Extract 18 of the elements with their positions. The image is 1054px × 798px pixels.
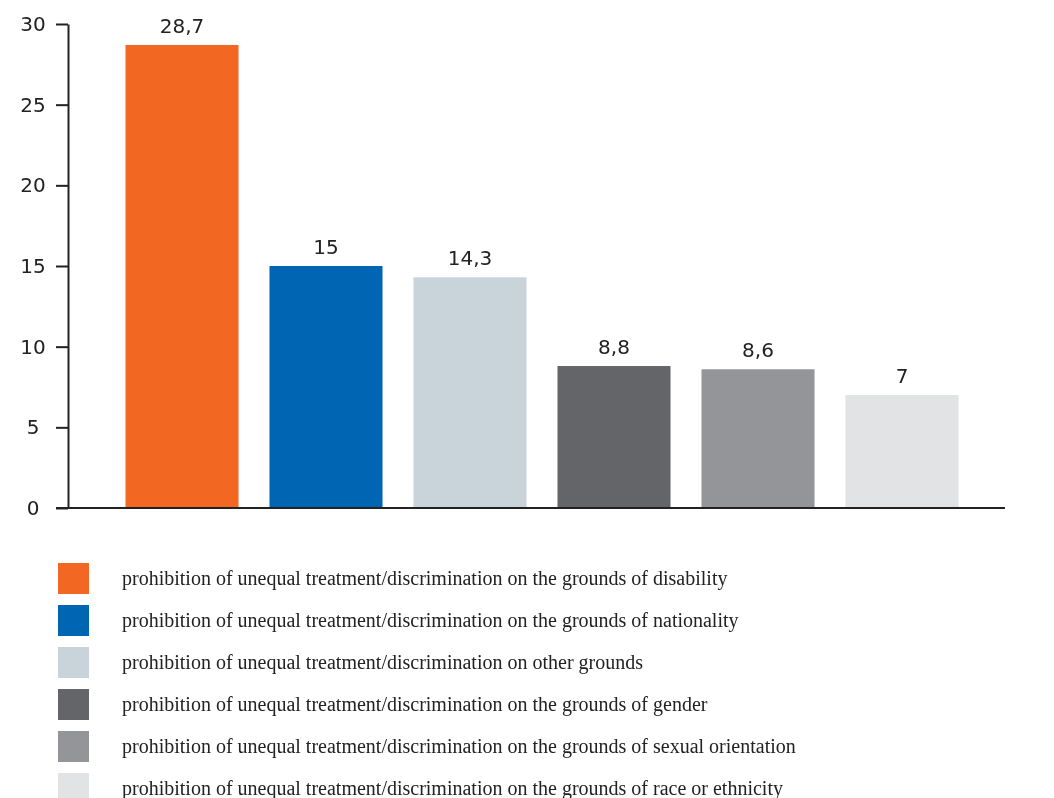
y-tick-label: 25: [20, 92, 46, 117]
y-tick-label: 30: [20, 11, 46, 36]
legend-label: prohibition of unequal treatment/discrimination on other grounds: [122, 651, 644, 674]
legend-label: prohibition of unequal treatment/discrimination on the grounds of disability: [122, 567, 728, 590]
data-label: 8,6: [742, 338, 774, 363]
data-label: 14,3: [447, 246, 493, 271]
y-tick-label: 5: [26, 415, 40, 440]
data-label: 28,7: [159, 13, 205, 38]
data-label: 8,8: [598, 335, 630, 360]
legend-label: prohibition of unequal treatment/discrimination on the grounds of sexual orientation: [122, 735, 796, 758]
data-label: 7: [895, 364, 909, 389]
legend-label: prohibition of unequal treatment/discrimination on the grounds of gender: [122, 693, 708, 716]
y-tick-label: 0: [26, 495, 40, 520]
y-tick-label: 20: [20, 173, 46, 198]
data-label: 15: [313, 235, 339, 259]
legend-label: prohibition of unequal treatment/discrimination on the grounds of nationality: [122, 609, 739, 632]
y-tick-label: 15: [20, 253, 46, 278]
y-tick-label: 10: [20, 334, 46, 359]
